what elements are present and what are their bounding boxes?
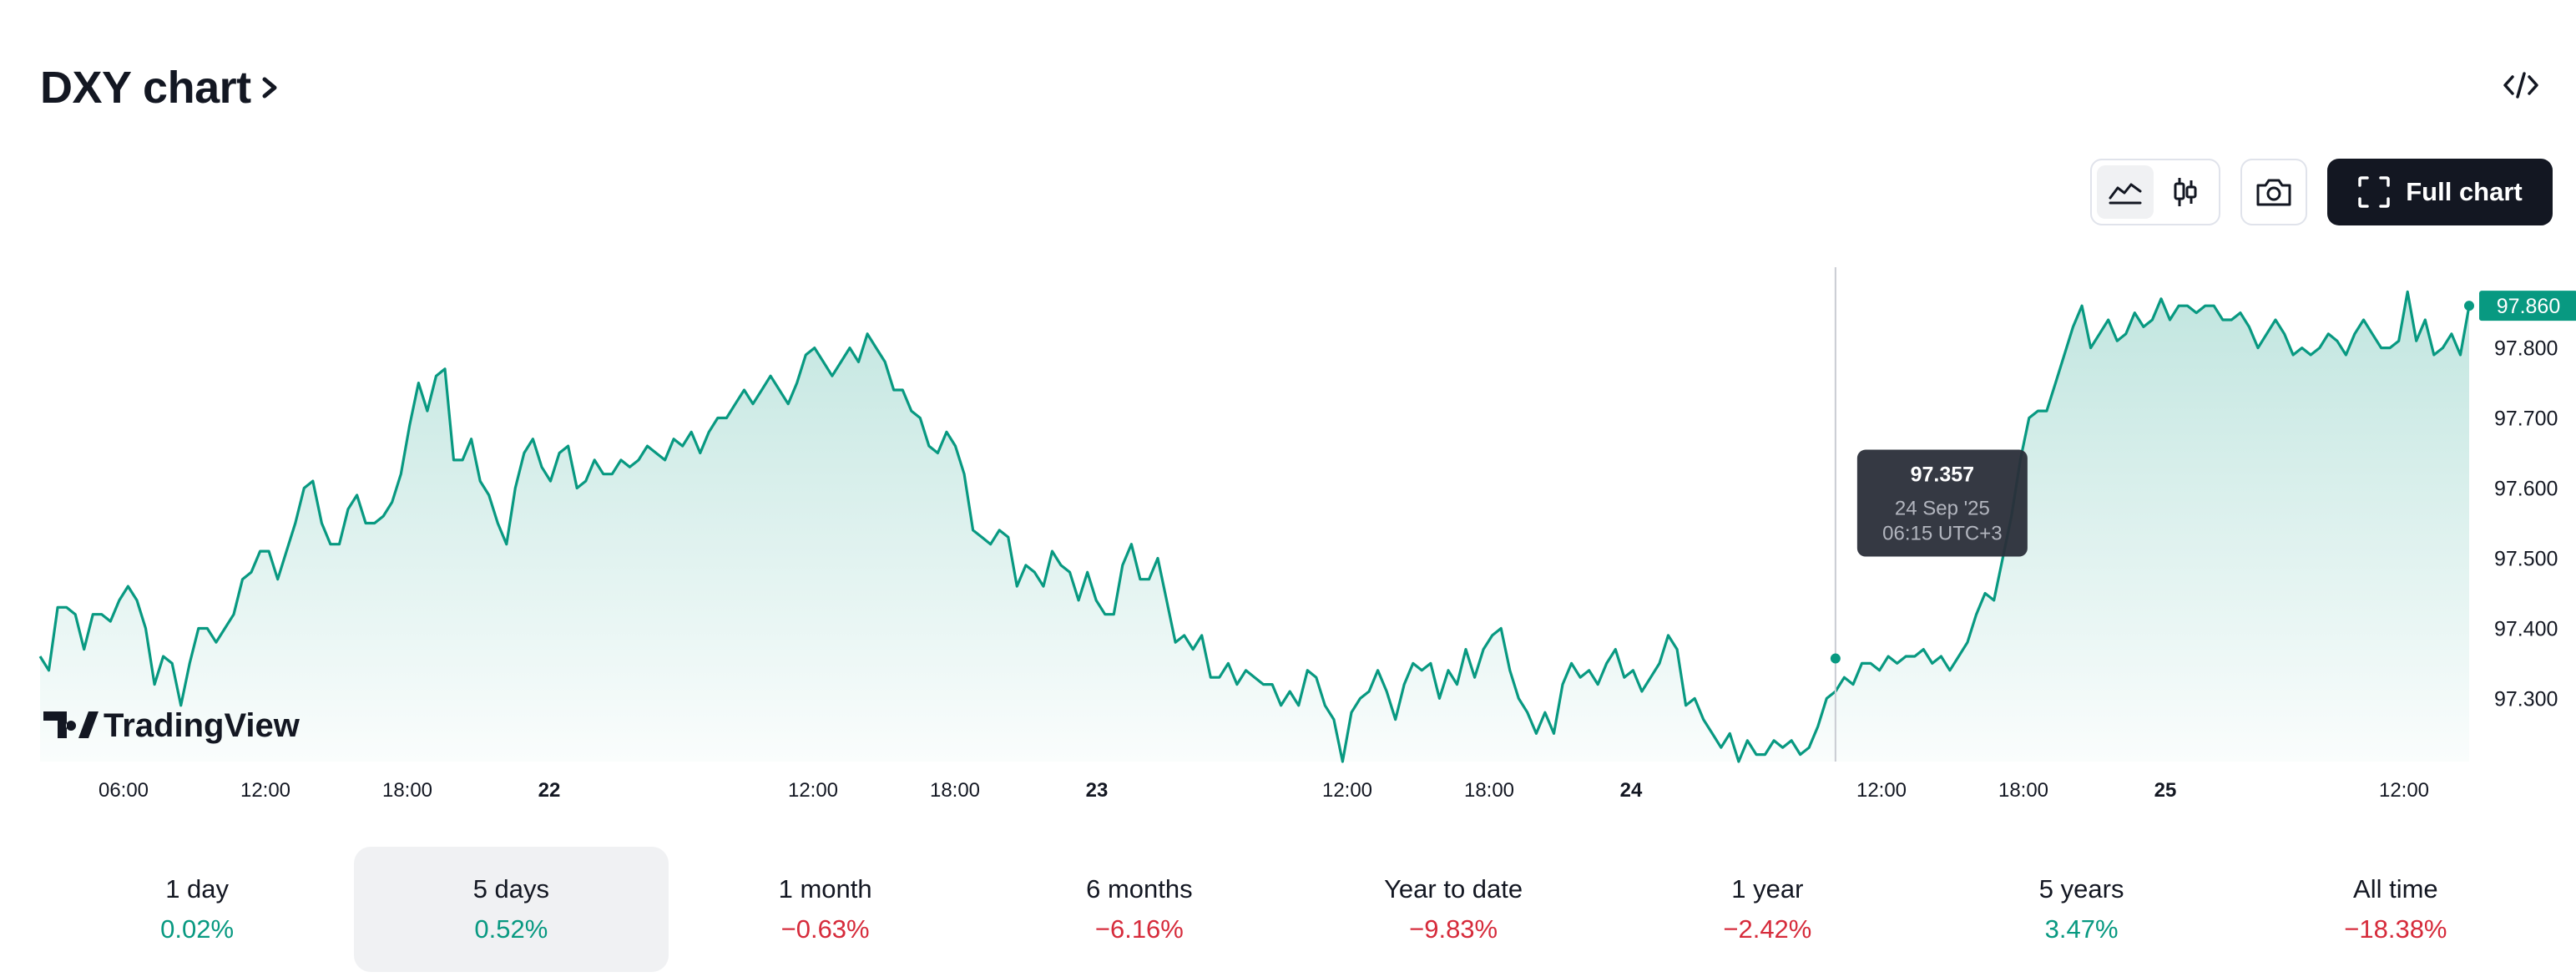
area-chart-button[interactable] xyxy=(2097,165,2154,219)
chart-title-link[interactable]: DXY chart xyxy=(40,58,285,117)
period-button[interactable]: 1 year −2.42% xyxy=(1610,847,1924,972)
tradingview-logo-icon xyxy=(43,711,98,738)
period-label: All time xyxy=(2353,874,2438,904)
period-label: 5 years xyxy=(2038,874,2124,904)
period-button[interactable]: 6 months −6.16% xyxy=(982,847,1296,972)
last-price-badge xyxy=(2479,291,2576,321)
x-tick-label: 25 xyxy=(2154,779,2177,802)
last-price-dot xyxy=(2464,301,2474,311)
expand-frame-icon xyxy=(2358,176,2390,208)
period-button[interactable]: 5 years 3.47% xyxy=(1925,847,2239,972)
y-tick-label: 97.600 xyxy=(2494,478,2558,501)
price-line xyxy=(38,290,2471,763)
tooltip-time: 06:15 UTC+3 xyxy=(1882,523,2002,545)
crosshair-tooltip: 97.357 24 Sep '25 06:15 UTC+3 xyxy=(1856,449,2028,557)
candles-chart-button[interactable] xyxy=(2157,165,2214,219)
x-tick-label: 24 xyxy=(1620,779,1643,802)
period-label: 6 months xyxy=(1086,874,1193,904)
x-tick-label: 18:00 xyxy=(930,779,980,802)
x-tick-label: 12:00 xyxy=(2379,779,2429,802)
x-tick-label: 23 xyxy=(1086,779,1109,802)
x-tick-label: 12:00 xyxy=(788,779,838,802)
period-button[interactable]: All time −18.38% xyxy=(2239,847,2553,972)
area-chart-icon xyxy=(2109,183,2142,205)
code-embed-icon xyxy=(2503,72,2538,99)
tooltip-value: 97.357 xyxy=(1911,463,1974,487)
period-button[interactable]: 1 month −0.63% xyxy=(669,847,982,972)
period-change: 3.47% xyxy=(2044,914,2119,944)
candles-chart-icon xyxy=(2174,178,2197,206)
last-price-label: 97.860 xyxy=(2497,295,2560,318)
period-change: −2.42% xyxy=(1723,914,1812,944)
period-label: 1 day xyxy=(165,874,230,904)
y-tick-label: 97.500 xyxy=(2494,547,2558,570)
x-tick-label: 18:00 xyxy=(1998,779,2048,802)
y-tick-label: 97.400 xyxy=(2494,617,2558,640)
period-change: 0.02% xyxy=(160,914,235,944)
snapshot-button[interactable] xyxy=(2240,159,2307,225)
page-title: DXY chart xyxy=(40,63,251,113)
full-chart-label: Full chart xyxy=(2406,177,2523,206)
x-tick-label: 18:00 xyxy=(382,779,432,802)
x-tick-label: 18:00 xyxy=(1464,779,1514,802)
embed-button[interactable] xyxy=(2496,63,2546,107)
period-change: −9.83% xyxy=(1409,914,1498,944)
x-tick-label: 22 xyxy=(538,779,561,802)
period-label: 5 days xyxy=(472,874,550,904)
x-tick-label: 12:00 xyxy=(1322,779,1372,802)
period-change: 0.52% xyxy=(474,914,548,944)
x-tick-label: 12:00 xyxy=(240,779,290,802)
chart-type-toggle xyxy=(2090,159,2220,225)
full-chart-button[interactable]: Full chart xyxy=(2327,159,2553,225)
period-button[interactable]: 5 days 0.52% xyxy=(354,847,669,972)
chevron-right-icon xyxy=(262,77,277,99)
tooltip-date: 24 Sep '25 xyxy=(1895,498,1990,520)
crosshair-point xyxy=(1830,653,1841,664)
tradingview-watermark: TradingView xyxy=(43,707,301,744)
period-label: 1 month xyxy=(778,874,872,904)
period-label: Year to date xyxy=(1384,874,1523,904)
price-area-fill xyxy=(40,291,2469,762)
period-change: −6.16% xyxy=(1094,914,1184,944)
price-chart[interactable]: 97.800 97.700 97.600 97.500 97.400 97.300 97.8… xyxy=(0,251,2576,818)
x-tick-label: 12:00 xyxy=(1856,779,1907,802)
y-tick-label: 97.300 xyxy=(2494,687,2558,711)
period-performance-bar: 1 day 0.02% 5 days 0.52% 1 month −0.63% 6 mont… xyxy=(40,847,2553,972)
period-change: −18.38% xyxy=(2344,914,2447,944)
y-tick-label: 97.700 xyxy=(2494,408,2558,431)
y-tick-label: 97.800 xyxy=(2494,337,2558,361)
period-button[interactable]: 1 day 0.02% xyxy=(40,847,354,972)
watermark-label: TradingView xyxy=(104,707,301,744)
camera-icon xyxy=(2256,179,2291,206)
period-label: 1 year xyxy=(1731,874,1804,904)
period-change: −0.63% xyxy=(780,914,870,944)
period-button[interactable]: Year to date −9.83% xyxy=(1296,847,1610,972)
x-tick-label: 06:00 xyxy=(98,779,149,802)
